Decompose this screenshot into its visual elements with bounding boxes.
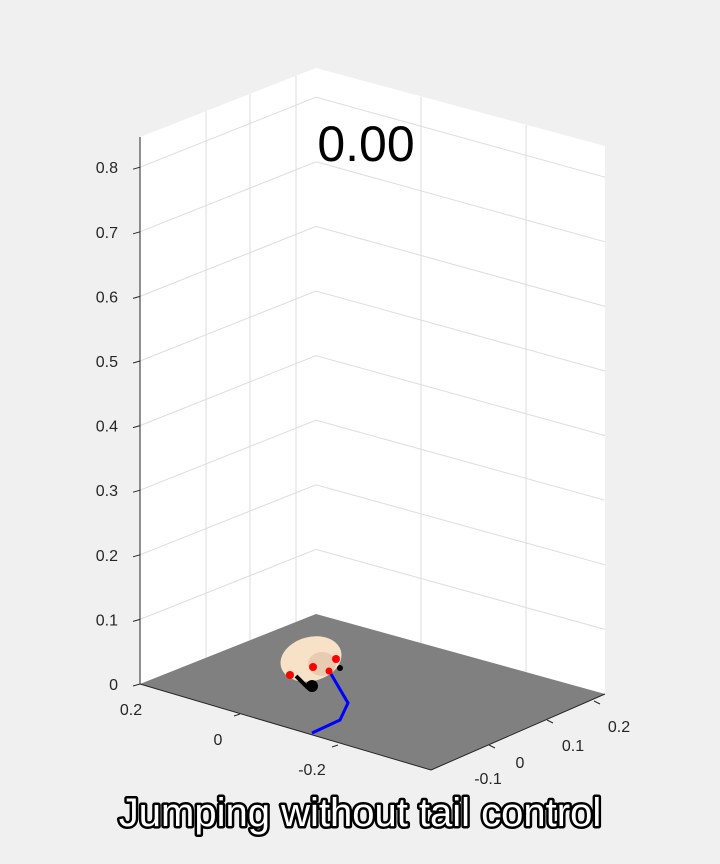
y-tick-label: -0.2 [298, 762, 326, 779]
z-gridline [139, 548, 606, 630]
robot-joint [337, 665, 343, 671]
z-tick-mark [132, 554, 141, 558]
y-tick-label: 0 [214, 732, 223, 749]
time-display: 0.00 [317, 116, 414, 172]
z-gridline [139, 161, 606, 243]
z-gridline [139, 225, 606, 307]
y-tick-mark [331, 744, 339, 748]
caption: Jumping without tail control [119, 791, 601, 835]
z-tick-mark [132, 360, 141, 364]
z-tick-label: 0.5 [96, 354, 118, 371]
x-tick-mark [488, 744, 496, 749]
right-floor-edge [430, 693, 606, 771]
z-tick-label: 0.3 [96, 483, 118, 500]
z-gridline [139, 355, 606, 437]
floor-plane [140, 614, 605, 770]
z-tick-label: 0.4 [96, 419, 118, 436]
robot-joint [286, 671, 294, 679]
gridlines [139, 76, 606, 673]
z-tick-label: 0.1 [96, 612, 118, 629]
y-tick-label: 0.2 [120, 702, 142, 719]
robot-model [280, 636, 350, 735]
z-gridline [139, 419, 606, 501]
z-tick-mark [132, 231, 141, 235]
axis-ticks: 00.10.20.30.40.50.60.70.8-0.200.2-0.100.… [96, 160, 630, 788]
left-back-wall [140, 68, 316, 684]
robot-joint [332, 655, 340, 663]
z-tick-label: 0.2 [96, 548, 118, 565]
z-tick-mark [132, 295, 141, 299]
x-tick-mark [593, 700, 601, 705]
z-tick-mark [132, 425, 141, 429]
x-tick-label: -0.1 [474, 771, 502, 788]
x-tick-mark [546, 719, 554, 724]
z-gridline [139, 96, 606, 178]
z-tick-label: 0 [109, 677, 118, 694]
robot-joint [309, 663, 317, 671]
robot-foot [306, 680, 318, 692]
z-gridline [139, 290, 606, 372]
z-tick-mark [132, 683, 141, 687]
z-tick-label: 0.7 [96, 225, 118, 242]
front-floor-edge [139, 683, 432, 771]
z-tick-mark [132, 166, 141, 170]
robot-joint [325, 667, 333, 675]
x-tick-label: 0 [516, 755, 525, 772]
robot-tail [311, 673, 350, 735]
z-tick-label: 0.8 [96, 160, 118, 177]
right-back-wall [316, 68, 605, 694]
y-tick-mark [233, 713, 241, 717]
z-tick-mark [132, 489, 141, 493]
x-tick-label: 0.2 [608, 719, 630, 736]
z-gridline [139, 484, 606, 566]
z-tick-mark [132, 618, 141, 622]
z-tick-label: 0.6 [96, 289, 118, 306]
x-tick-label: 0.1 [562, 738, 584, 755]
